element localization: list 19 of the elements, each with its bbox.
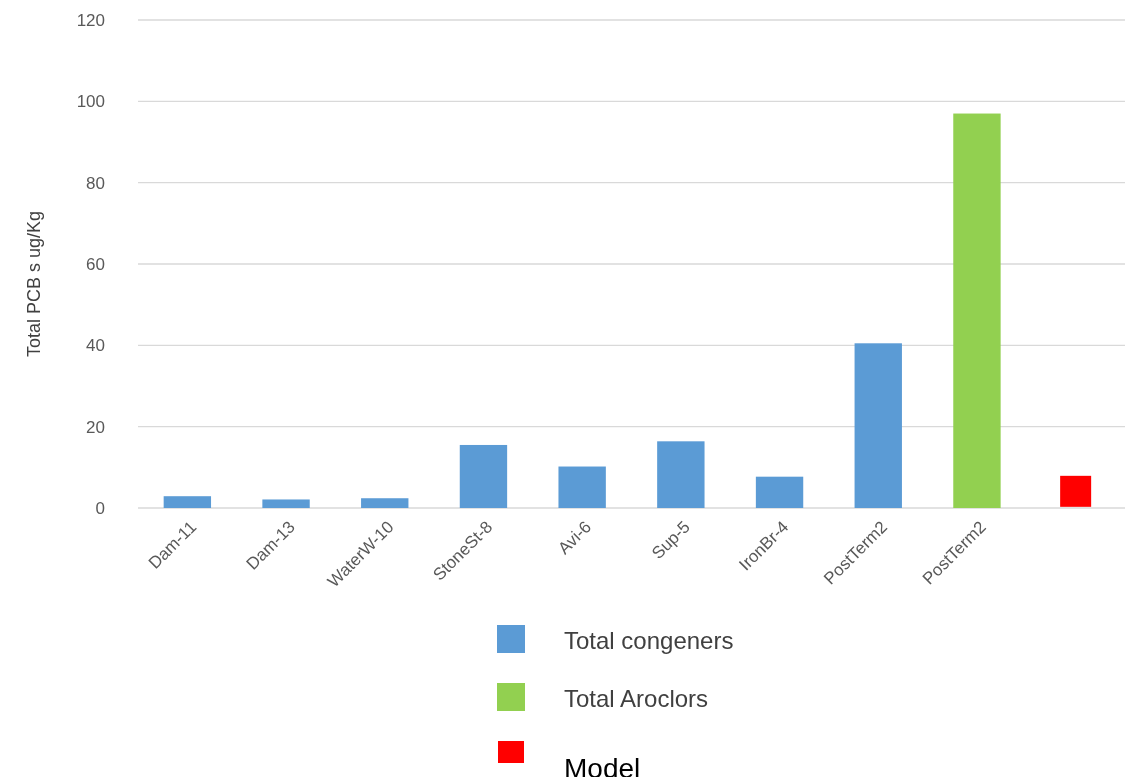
bar — [854, 343, 902, 508]
y-axis-title: Total PCB s ug/Kg — [24, 210, 44, 358]
y-tick-label: 100 — [76, 92, 105, 112]
bar — [558, 466, 606, 508]
bar — [262, 499, 310, 508]
bar — [953, 113, 1001, 508]
y-tick-label: 120 — [76, 10, 105, 30]
bar — [657, 441, 705, 508]
legend-label: Total Aroclors — [564, 685, 709, 713]
y-tick-label: 40 — [86, 336, 105, 356]
legend-label: Total congeners — [564, 627, 734, 655]
bar — [459, 444, 508, 508]
bar — [361, 498, 409, 508]
y-tick-label: 20 — [86, 417, 105, 437]
y-tick-label: 60 — [86, 254, 105, 274]
y-tick-label: 80 — [86, 173, 105, 193]
bar — [163, 496, 212, 508]
y-tick-label: 0 — [95, 498, 105, 518]
bar — [755, 476, 804, 508]
